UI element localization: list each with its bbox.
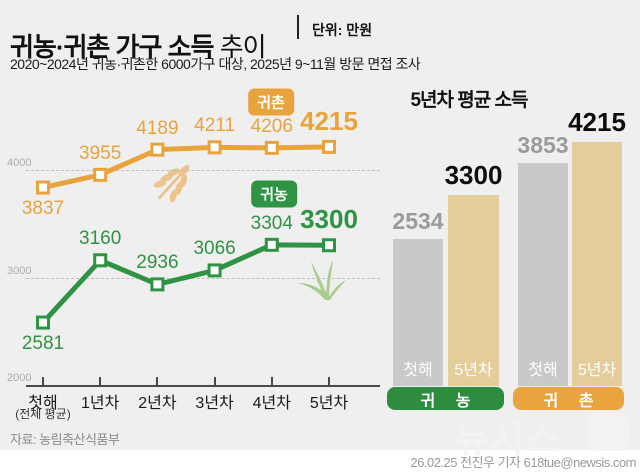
data-point-label: 3160 (79, 228, 122, 250)
x-axis-label: 2년차 (138, 395, 177, 412)
x-axis-label: 4년차 (252, 395, 291, 412)
data-point-label: 4206 (250, 115, 293, 137)
bar-value-label: 3853 (517, 132, 569, 158)
group-pill-귀농: 귀 농 (387, 387, 504, 410)
unit-label: 단위: 만원 (312, 22, 373, 38)
data-point-label: 3066 (193, 238, 236, 260)
grass-icon (298, 260, 346, 300)
data-point-marker (264, 237, 279, 252)
series-badge-귀농: 귀농 (251, 180, 297, 208)
bar-value-label: 4215 (568, 107, 626, 137)
bar-period-label: 첫해 (403, 362, 433, 379)
page-title: 귀농·귀촌 가구 소득 추이 (10, 27, 267, 64)
data-point-marker (93, 253, 108, 268)
data-point-label: 4189 (136, 117, 179, 139)
x-axis-tick (42, 377, 44, 385)
title-divider (297, 15, 299, 39)
x-axis-label: 5년차 (309, 395, 349, 412)
bar-귀농-첫해: 첫해 (393, 239, 443, 386)
y-gridline (26, 277, 380, 279)
data-point-label: 3955 (79, 142, 122, 164)
data-point-marker (207, 263, 222, 278)
bar-귀촌-5년차: 5년차 (572, 142, 622, 386)
data-point-label: 4215 (300, 105, 358, 136)
x-axis-label-note: (전체 평균) (15, 407, 71, 421)
page-title-light: 추이 (219, 32, 267, 63)
bar-귀농-5년차: 5년차 (448, 195, 499, 386)
bar-귀촌-첫해: 첫해 (518, 163, 568, 386)
bar-period-label: 첫해 (528, 362, 558, 379)
newsis-watermark: 뉴시스 (455, 419, 561, 460)
bar-period-label: 5년차 (454, 362, 493, 379)
x-axis-tick (99, 377, 102, 385)
wheat-icon (153, 164, 190, 203)
x-axis-line (26, 385, 380, 387)
footer-strip (0, 450, 640, 476)
data-point-label: 3837 (21, 197, 65, 219)
data-point-label: 2936 (136, 252, 179, 274)
newsis-logo-icon (588, 413, 629, 451)
data-point-marker (36, 315, 50, 330)
data-point-marker (264, 140, 279, 155)
y-axis-label: 2000 (7, 372, 32, 384)
bar-value-label: 2534 (392, 208, 444, 234)
data-point-marker (322, 238, 336, 253)
data-point-marker (150, 277, 165, 292)
x-axis-tick (156, 377, 159, 385)
bar-value-label: 3300 (444, 160, 503, 190)
page-title-main: 귀농·귀촌 가구 소득 (10, 32, 214, 63)
bar-chart-title: 5년차 평균 소득 (410, 90, 528, 111)
series-badge-귀촌: 귀촌 (248, 88, 294, 116)
credit-line: 26.02.25 전진우 기자 618tue@newsis.com (410, 455, 636, 470)
x-axis-label: 3년차 (195, 395, 234, 412)
data-point-marker (36, 180, 50, 195)
x-axis-tick (213, 377, 216, 385)
y-gridline (26, 170, 380, 171)
data-point-label: 3304 (250, 212, 293, 234)
x-axis-label: 1년차 (81, 395, 120, 412)
data-point-marker (322, 139, 336, 154)
y-axis-label: 3000 (7, 264, 32, 277)
data-point-marker (150, 142, 165, 157)
x-axis-tick (328, 377, 330, 385)
group-pill-귀촌: 귀 촌 (513, 387, 624, 410)
source-label: 자료: 농림축산식품부 (10, 432, 120, 447)
y-axis-label: 4000 (7, 157, 32, 169)
data-point-marker (207, 140, 222, 155)
bar-period-label: 5년차 (577, 362, 617, 379)
series-line-귀농 (41, 242, 330, 325)
data-point-label: 4211 (194, 115, 236, 137)
survey-subtitle: 2020~2024년 귀농·귀촌한 6000가구 대상, 2025년 9~11월… (10, 56, 421, 72)
data-point-label: 3300 (300, 204, 358, 235)
x-axis-tick (270, 377, 273, 385)
x-axis-label: 첫해 (28, 395, 58, 412)
data-point-label: 2581 (21, 332, 65, 354)
